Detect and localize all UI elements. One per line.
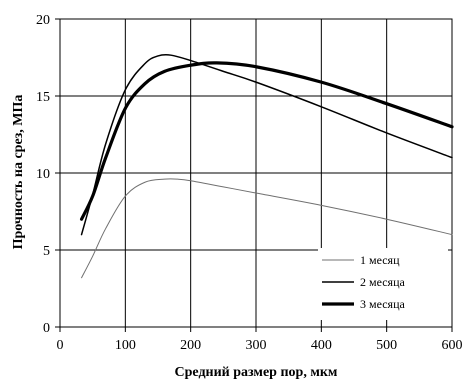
legend-label: 1 месяц xyxy=(360,253,400,267)
legend: 1 месяц 2 месяца 3 месяца xyxy=(318,248,448,320)
legend-label: 2 месяца xyxy=(360,275,405,289)
y-axis-label: Прочность на срез, МПа xyxy=(11,95,26,250)
axis-labels: Прочность на срез, МПа Средний размер по… xyxy=(11,95,338,380)
x-tick-label: 500 xyxy=(376,338,397,353)
y-tick-label: 5 xyxy=(43,244,50,259)
series-line-2 xyxy=(80,53,453,236)
x-tick-label: 200 xyxy=(180,338,201,353)
legend-label: 3 месяца xyxy=(360,297,405,311)
x-tick-label: 300 xyxy=(246,338,267,353)
series-line-1 xyxy=(81,178,453,279)
x-tick-label: 100 xyxy=(115,338,136,353)
y-tick-label: 10 xyxy=(36,167,50,182)
x-tick-label: 400 xyxy=(311,338,332,353)
y-tick-label: 0 xyxy=(43,321,50,336)
series-lines xyxy=(79,53,454,279)
x-tick-label: 0 xyxy=(57,338,64,353)
grid xyxy=(60,19,452,327)
y-tick-label: 15 xyxy=(36,90,50,105)
series-line-3 xyxy=(79,61,454,221)
x-axis-label: Средний размер пор, мкм xyxy=(175,365,338,380)
y-tick-label: 20 xyxy=(36,13,50,28)
x-tick-label: 600 xyxy=(442,338,463,353)
axes: 0 100 200 300 400 500 600 0 5 10 15 20 xyxy=(36,13,463,353)
